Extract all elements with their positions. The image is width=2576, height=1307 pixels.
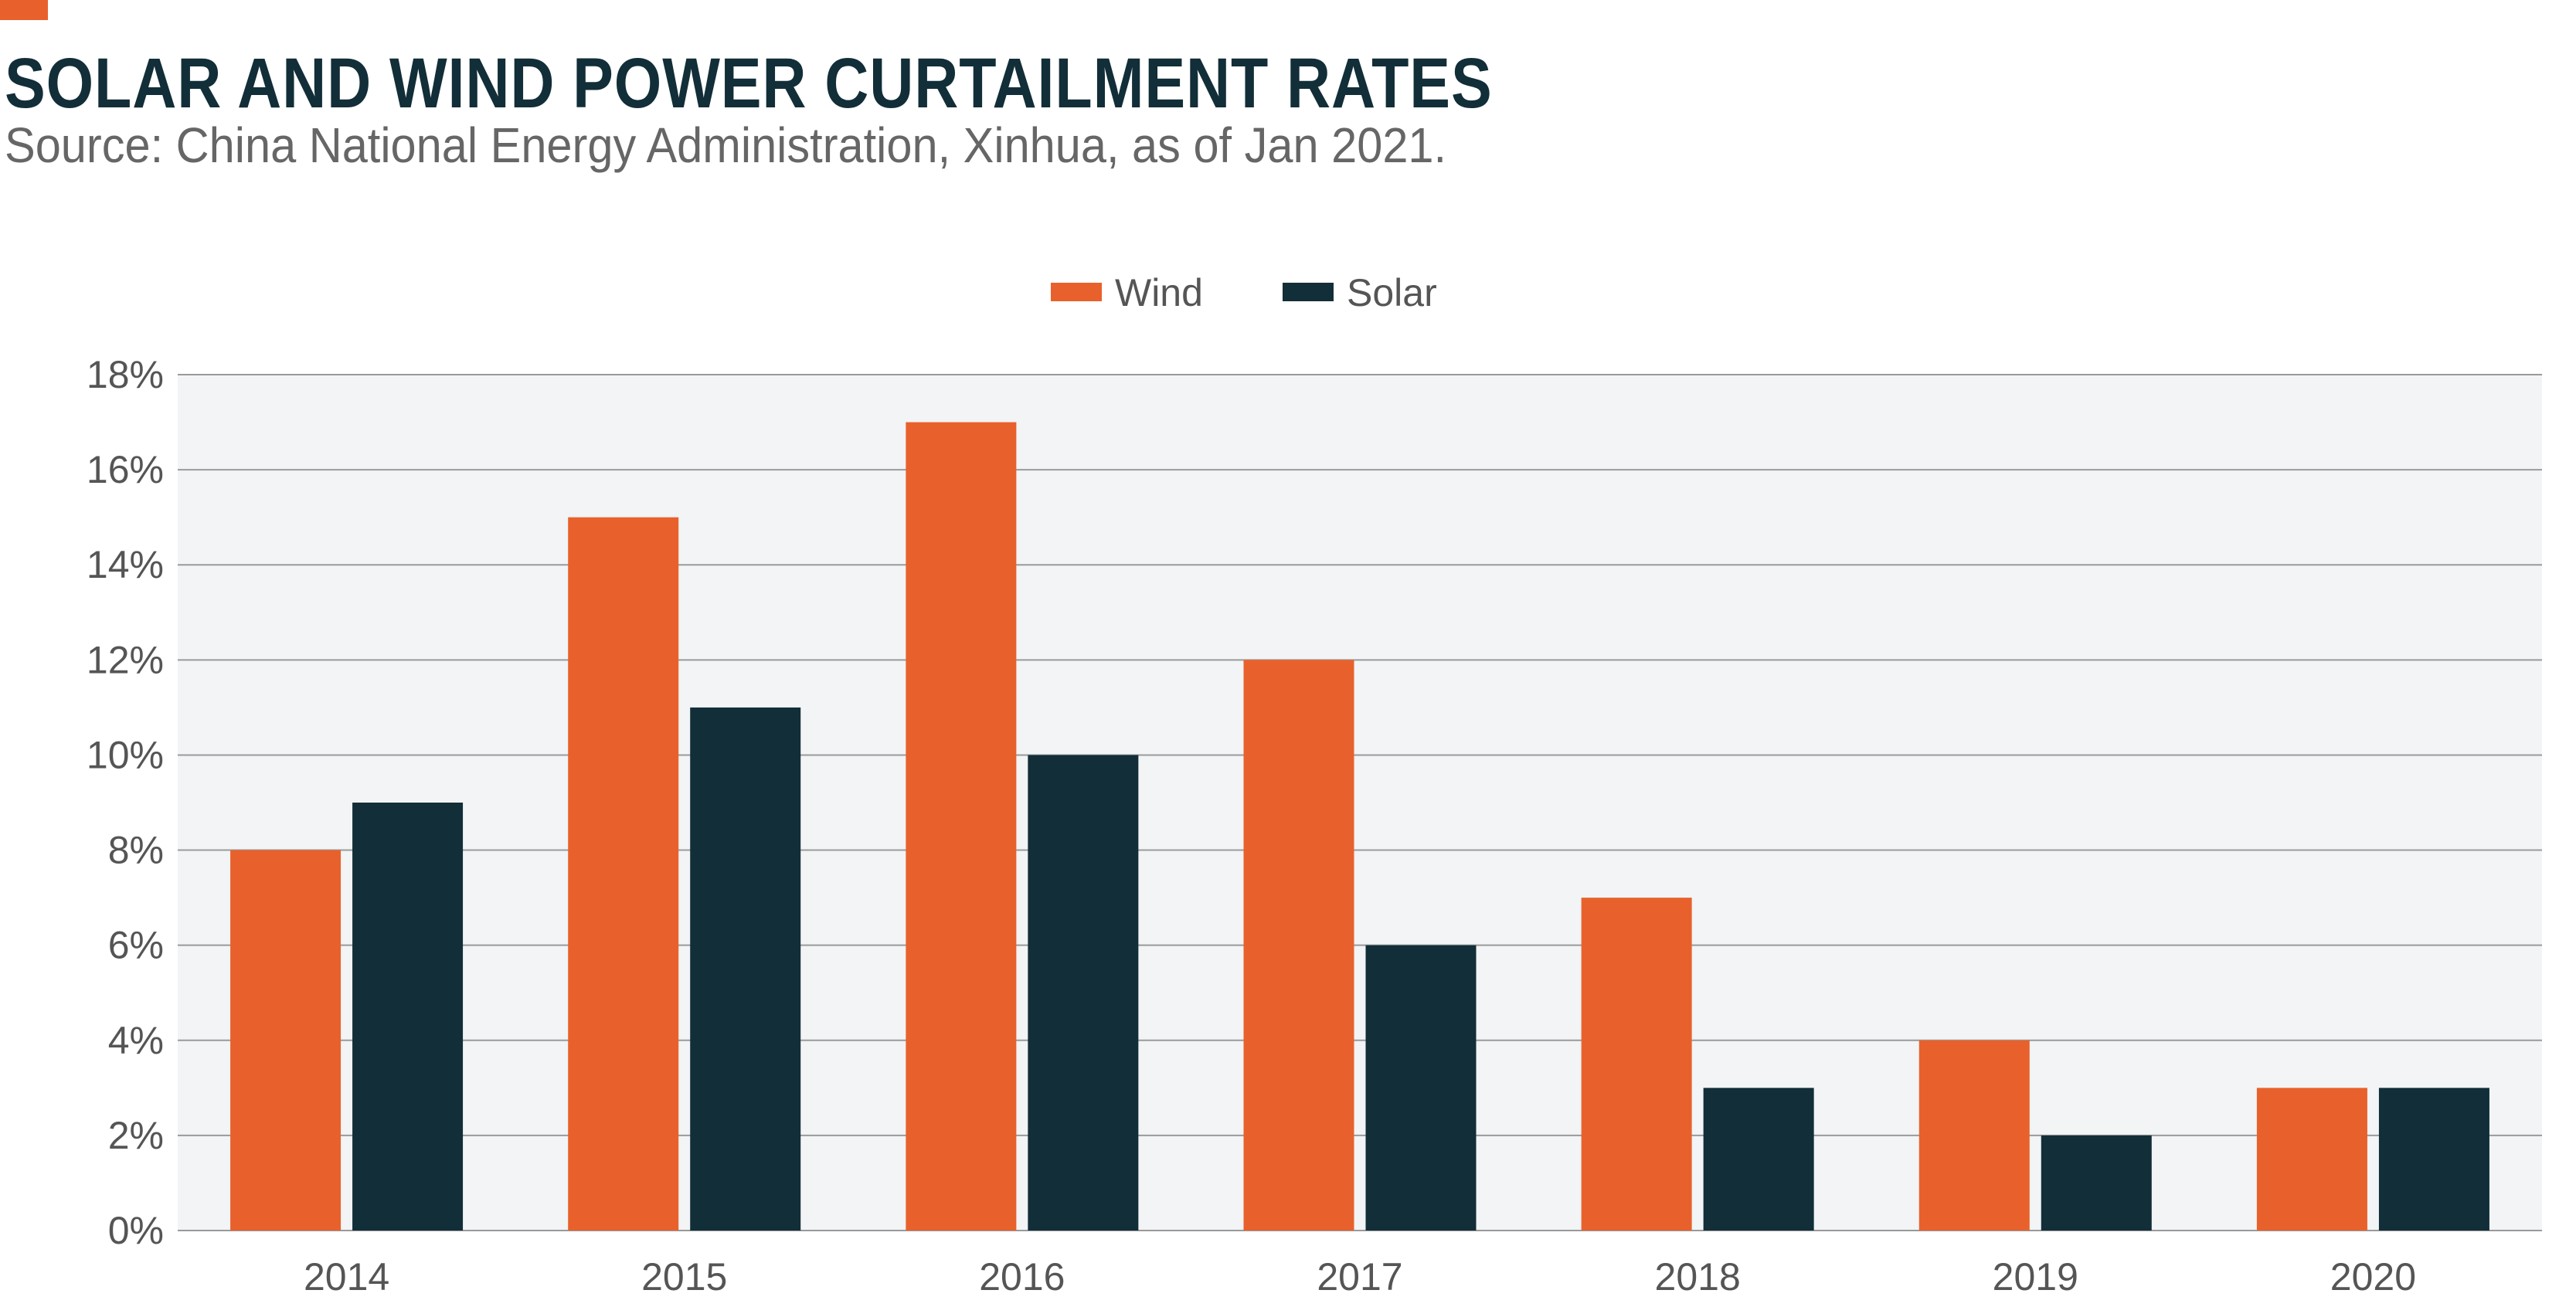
x-tick-label: 2018 [1655,1255,1741,1299]
y-tick-label: 6% [108,924,164,967]
y-tick-label: 14% [87,543,164,586]
bar-wind-2016 [906,422,1017,1231]
legend-swatch-solar [1283,283,1334,301]
bar-solar-2019 [2041,1135,2152,1231]
bar-solar-2018 [1703,1088,1814,1231]
y-tick-label: 12% [87,638,164,681]
x-tick-label: 2017 [1317,1255,1402,1299]
bar-wind-2017 [1243,660,1354,1231]
y-tick-label: 2% [108,1114,164,1157]
accent-bar [0,0,48,20]
x-tick-label: 2014 [304,1255,389,1299]
bar-wind-2019 [1918,1040,2030,1231]
x-tick-label: 2020 [2330,1255,2416,1299]
legend-label-wind: Wind [1115,271,1203,314]
legend-swatch-wind [1051,283,1102,301]
y-tick-label: 10% [87,733,164,776]
x-tick-label: 2016 [979,1255,1065,1299]
bar-wind-2014 [230,850,342,1231]
x-tick-label: 2015 [641,1255,727,1299]
plot-background [178,375,2542,1231]
chart-title: SOLAR AND WIND POWER CURTAILMENT RATES [5,44,1493,123]
y-tick-label: 16% [87,448,164,491]
x-tick-label: 2019 [1993,1255,2078,1299]
bar-solar-2020 [2378,1088,2489,1231]
legend-label-solar: Solar [1347,271,1437,314]
bar-wind-2020 [2256,1088,2367,1231]
y-tick-label: 4% [108,1019,164,1062]
chart-subtitle: Source: China National Energy Administra… [5,117,1447,173]
y-tick-label: 8% [108,829,164,872]
bar-solar-2017 [1365,945,1477,1231]
bar-solar-2016 [1028,755,1139,1231]
bar-solar-2014 [352,803,464,1231]
bar-wind-2015 [568,517,679,1231]
y-tick-label: 18% [87,353,164,396]
y-tick-label: 0% [108,1209,164,1252]
bar-wind-2018 [1581,898,1692,1231]
bar-solar-2015 [690,707,801,1231]
